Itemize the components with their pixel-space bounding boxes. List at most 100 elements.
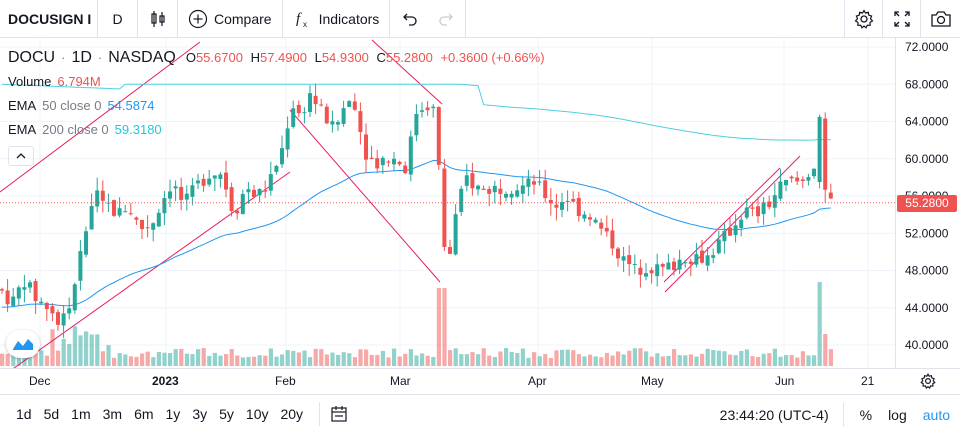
clock-time[interactable]: 23:44:20 (UTC-4) (719, 406, 829, 423)
candle-body (431, 106, 436, 109)
candle-body (604, 227, 609, 232)
candle-body (481, 188, 486, 190)
volume-bar (291, 350, 296, 366)
ema50-value: 54.5874 (107, 98, 155, 113)
percent-toggle[interactable]: % (859, 406, 873, 423)
volume-bar (123, 354, 128, 366)
volume-bar (498, 351, 503, 366)
volume-bar (162, 352, 167, 366)
range-3y[interactable]: 3y (192, 406, 208, 422)
candle-body (50, 306, 55, 314)
candle-body (644, 273, 648, 277)
ema200-value: 59.3180 (114, 122, 162, 137)
candle-body (285, 128, 290, 150)
volume-bar (733, 355, 738, 366)
volume-bar (257, 355, 262, 366)
volume-bar (190, 354, 195, 366)
price-chart[interactable]: 72.000068.000064.000060.000056.000052.00… (0, 38, 960, 368)
candle-body (0, 289, 4, 291)
symbol-search[interactable]: DOCUSIGN I (0, 0, 98, 38)
legend-ema50-row[interactable]: EMA 50 close 0 54.5874 (8, 94, 545, 118)
candle-body (476, 185, 480, 190)
interval-button[interactable]: D (98, 0, 138, 38)
volume-bar (61, 338, 66, 366)
volume-bar (184, 353, 189, 366)
price-tick-label: 52.0000 (905, 226, 949, 240)
candle-body (795, 177, 800, 182)
range-3m[interactable]: 3m (102, 406, 123, 422)
range-1d[interactable]: 1d (16, 406, 32, 422)
volume-bar (39, 350, 44, 366)
ema200-line (1, 83, 831, 141)
candle-body (22, 287, 27, 290)
volume-bar (504, 348, 509, 366)
legend-interval: 1D (71, 49, 92, 66)
fullscreen-button[interactable] (882, 0, 920, 38)
volume-bar (795, 357, 800, 366)
price-tick-label: 72.0000 (905, 40, 949, 54)
candle-body (750, 207, 755, 209)
settings-button[interactable] (844, 0, 882, 38)
candle-body (823, 118, 828, 190)
candle-body (627, 255, 632, 265)
undo-icon (403, 13, 417, 26)
volume-bar (425, 355, 430, 366)
candle-body (565, 200, 570, 202)
candle-body (95, 190, 100, 207)
candle-body (196, 180, 200, 184)
compare-button[interactable]: Compare (178, 0, 283, 38)
candle-body (537, 181, 542, 183)
candle-body (78, 251, 83, 281)
volume-bar (683, 355, 688, 366)
candle-body (582, 214, 587, 219)
axis-settings-button[interactable] (920, 373, 936, 392)
candle-body (649, 270, 654, 274)
ema200-label: EMA (8, 122, 37, 137)
range-6m[interactable]: 6m (134, 406, 154, 422)
candle-body (560, 202, 564, 210)
legend-collapse-button[interactable] (8, 146, 34, 166)
camera-icon (930, 11, 951, 27)
redo-button[interactable] (428, 0, 467, 38)
candle-body (459, 188, 464, 212)
volume-bar (50, 329, 55, 366)
volume-bar (392, 348, 397, 366)
snapshot-button[interactable] (920, 0, 960, 38)
volume-bar (22, 356, 27, 366)
candle-body (375, 158, 380, 169)
open-value: 55.6700 (195, 50, 243, 65)
range-20y[interactable]: 20y (280, 406, 304, 422)
volume-bar (117, 353, 122, 366)
volume-bar (100, 351, 105, 366)
volume-bar (308, 357, 313, 366)
high-value: 57.4900 (259, 50, 307, 65)
tradingview-logo[interactable] (6, 330, 40, 358)
candle-body (11, 296, 16, 306)
chart-type-button[interactable] (138, 0, 178, 38)
legend-ema200-row[interactable]: EMA 200 close 0 59.3180 (8, 118, 545, 142)
volume-bar (520, 348, 525, 366)
log-toggle[interactable]: log (888, 406, 907, 423)
undo-button[interactable] (390, 0, 428, 38)
range-1y[interactable]: 1y (165, 406, 181, 422)
candle-body (296, 104, 301, 114)
range-10y[interactable]: 10y (245, 406, 269, 422)
auto-toggle[interactable]: auto (922, 406, 950, 423)
candle-body (812, 168, 816, 177)
volume-bar (375, 355, 380, 366)
range-5y[interactable]: 5y (219, 406, 234, 422)
candle-body (100, 190, 105, 201)
legend-symbol[interactable]: DOCU (8, 49, 56, 66)
volume-bar (744, 349, 749, 366)
volume-bar (151, 357, 156, 366)
range-1m[interactable]: 1m (71, 406, 91, 422)
range-5d[interactable]: 5d (43, 406, 60, 422)
volume-bar (476, 354, 481, 366)
legend-volume-row[interactable]: Volume 6.794M (8, 70, 545, 94)
volume-bar (168, 353, 173, 366)
candle-body (498, 188, 503, 194)
legend-exchange: NASDAQ (108, 49, 176, 66)
date-range-button[interactable] (330, 395, 348, 434)
volume-bar (28, 352, 33, 366)
